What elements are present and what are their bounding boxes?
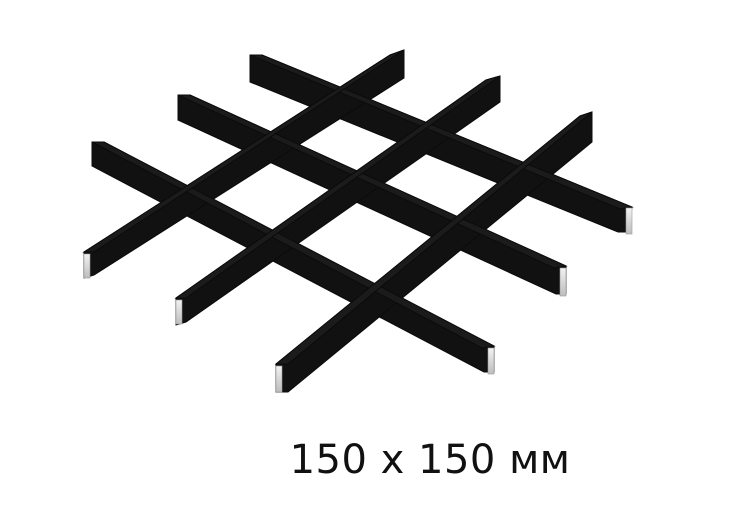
grid-rail-top-3 bbox=[91, 141, 496, 349]
endcap-4 bbox=[83, 253, 91, 279]
grid-rail-top-2 bbox=[177, 94, 568, 269]
grid-endcaps bbox=[83, 207, 633, 393]
size-caption: 150 x 150 мм bbox=[289, 437, 571, 483]
endcap-3 bbox=[487, 347, 495, 375]
endcap-5 bbox=[175, 299, 183, 325]
endcap-6 bbox=[275, 365, 283, 393]
grid-rail-top-1 bbox=[249, 54, 634, 210]
grid-rail-top-4 bbox=[82, 49, 405, 253]
grid-rail-top-6 bbox=[274, 111, 593, 365]
endcap-1 bbox=[625, 207, 633, 235]
endcap-2 bbox=[559, 267, 567, 297]
grid-bars bbox=[82, 49, 634, 393]
grid-rail-top-5 bbox=[174, 75, 501, 299]
